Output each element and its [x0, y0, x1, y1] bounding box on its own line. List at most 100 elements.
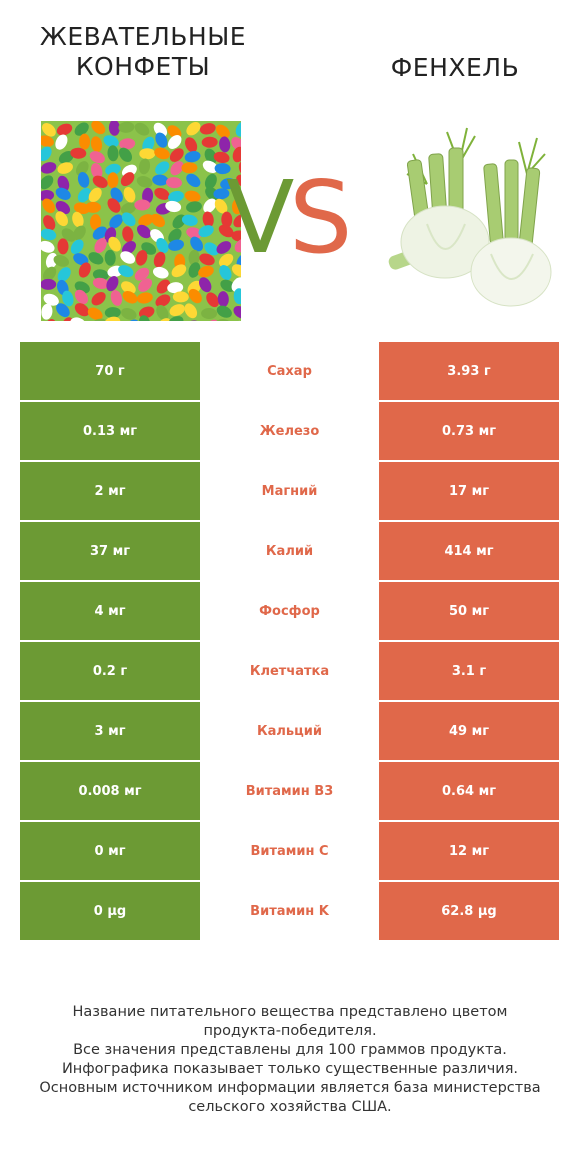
jelly-bean [186, 201, 202, 213]
jelly-bean [220, 178, 237, 190]
vs-letter-s: S [289, 159, 353, 276]
jelly-bean [107, 145, 119, 162]
jelly-bean [45, 252, 58, 269]
jelly-bean [186, 173, 201, 188]
jelly-bean [41, 190, 55, 202]
jelly-bean [55, 211, 68, 227]
footer-line-5: Основным источником информации является … [39, 1080, 541, 1096]
jelly-bean [167, 282, 184, 294]
jelly-bean [110, 290, 123, 306]
jelly-bean [74, 303, 90, 317]
jelly-bean [57, 267, 71, 282]
left-value: 70 г [20, 342, 200, 401]
nutrient-name: Кальций [200, 701, 379, 761]
jelly-bean [201, 136, 218, 148]
jelly-bean [152, 174, 169, 186]
table-row: 0.2 г Клетчатка 3.1 г [20, 641, 559, 701]
jelly-bean [218, 253, 234, 267]
jelly-bean [138, 214, 154, 227]
jelly-bean [154, 187, 170, 200]
right-value: 3.1 г [379, 641, 559, 701]
jelly-bean [198, 265, 214, 278]
jelly-bean [168, 228, 182, 243]
jelly-bean [90, 162, 103, 179]
jelly-bean [199, 123, 216, 135]
jelly-bean [107, 198, 121, 213]
jelly-bean [135, 249, 148, 266]
left-value: 37 мг [20, 521, 200, 581]
jelly-bean [87, 307, 103, 321]
jelly-beans-image [41, 121, 241, 321]
jelly-bean [156, 305, 169, 321]
jelly-bean [199, 277, 212, 293]
jelly-bean [235, 121, 241, 137]
table-row: 0 мг Витамин C 12 мг [20, 821, 559, 881]
jelly-bean [92, 277, 109, 290]
jelly-bean [153, 251, 166, 268]
jelly-bean [91, 121, 106, 135]
jelly-bean [56, 303, 70, 318]
jelly-bean [169, 304, 185, 317]
jelly-bean [150, 213, 165, 228]
left-product-title: ЖЕВАТЕЛЬНЫЕ КОНФЕТЫ [30, 22, 256, 82]
jelly-bean [41, 123, 56, 137]
jelly-beans-illustration [41, 121, 241, 321]
jelly-bean [184, 190, 201, 203]
jelly-bean [74, 289, 89, 305]
vs-letter-v: V [226, 159, 295, 276]
jelly-bean [231, 230, 241, 242]
jelly-bean [107, 172, 119, 189]
jelly-bean [142, 136, 155, 152]
jelly-bean [53, 255, 70, 267]
jelly-bean [171, 264, 187, 278]
jelly-bean [118, 147, 133, 162]
jelly-bean [231, 264, 241, 277]
jelly-bean [172, 291, 189, 303]
jelly-bean [136, 292, 153, 304]
jelly-bean [167, 135, 182, 149]
jelly-bean [70, 317, 86, 321]
jelly-bean [155, 294, 171, 307]
right-value: 414 мг [379, 521, 559, 581]
jelly-bean [57, 238, 69, 255]
jelly-bean [120, 172, 135, 187]
jelly-bean [58, 151, 74, 164]
jelly-bean [199, 253, 215, 266]
jelly-bean [234, 238, 241, 253]
jelly-bean [55, 134, 68, 150]
jelly-bean [41, 240, 55, 253]
jelly-bean [166, 177, 182, 189]
table-row: 0 µg Витамин K 62.8 µg [20, 881, 559, 941]
left-value: 3 мг [20, 701, 200, 761]
comparison-table: 70 г Сахар 3.93 г 0.13 мг Железо 0.73 мг 2 мг М… [20, 342, 559, 942]
jelly-bean [55, 187, 71, 200]
jelly-bean [121, 281, 136, 294]
footer-line-6: сельского хозяйства США. [188, 1099, 392, 1115]
jelly-bean [121, 212, 136, 227]
jelly-bean [62, 290, 74, 307]
jelly-bean [42, 198, 56, 214]
jelly-bean [156, 238, 169, 253]
left-value: 0 µg [20, 881, 200, 941]
jelly-bean [92, 269, 109, 281]
jelly-bean [41, 162, 57, 174]
jelly-bean [79, 133, 91, 150]
jelly-bean [214, 198, 228, 214]
jelly-bean [90, 136, 103, 153]
jelly-bean [204, 173, 217, 190]
jelly-bean [214, 163, 231, 175]
jelly-bean [118, 121, 135, 133]
left-product-title-line2: КОНФЕТЫ [75, 52, 211, 81]
jelly-bean [108, 121, 120, 136]
jelly-bean [188, 288, 202, 304]
right-value: 12 мг [379, 821, 559, 881]
fennel-illustration [388, 127, 552, 307]
jelly-bean [154, 147, 170, 160]
jelly-bean [42, 266, 57, 281]
footer-line-1: Название питательного вещества представл… [72, 1004, 508, 1020]
jelly-bean [170, 161, 184, 176]
jelly-bean [184, 151, 201, 163]
jelly-bean [119, 138, 136, 150]
jelly-bean [92, 226, 108, 240]
jelly-bean [92, 175, 108, 188]
